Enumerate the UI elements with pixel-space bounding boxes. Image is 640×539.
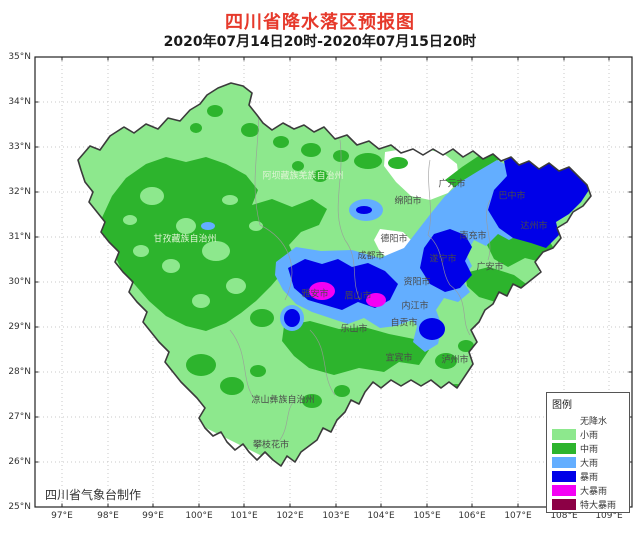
legend-swatch-extreme-rainstorm bbox=[552, 499, 576, 510]
lon-tick: 101°E bbox=[230, 511, 258, 521]
forecast-period: 2020年07月14日20时-2020年07月15日20时 bbox=[163, 34, 477, 50]
legend-swatch-heavy-rainstorm bbox=[552, 485, 576, 496]
light-rain-speckles bbox=[123, 187, 263, 308]
legend-row: 大雨 bbox=[552, 456, 629, 469]
lat-tick: 34°N bbox=[8, 97, 31, 107]
lon-tick: 107°E bbox=[504, 511, 532, 521]
legend-row: 暴雨 bbox=[552, 470, 629, 483]
legend-row: 中雨 bbox=[552, 442, 629, 455]
lat-tick: 28°N bbox=[8, 367, 31, 377]
legend-title: 图例 bbox=[552, 400, 572, 411]
legend-row: 小雨 bbox=[552, 428, 629, 441]
lat-tick: 27°N bbox=[8, 412, 31, 422]
lat-tick: 35°N bbox=[8, 52, 31, 62]
legend-swatch-moderate-rain bbox=[552, 443, 576, 454]
lon-tick: 103°E bbox=[322, 511, 350, 521]
legend-swatch-rainstorm bbox=[552, 471, 576, 482]
legend-label: 特大暴雨 bbox=[580, 501, 617, 511]
legend: 图例 无降水 小雨 中雨 大雨 暴雨 大暴雨 特大暴雨 bbox=[546, 392, 630, 513]
lon-tick: 98°E bbox=[97, 511, 119, 521]
lat-tick: 29°N bbox=[8, 322, 31, 332]
lat-tick: 25°N bbox=[8, 502, 31, 512]
legend-label: 小雨 bbox=[580, 431, 599, 441]
lon-tick: 100°E bbox=[185, 511, 213, 521]
lon-tick: 104°E bbox=[367, 511, 395, 521]
lon-tick: 106°E bbox=[458, 511, 486, 521]
legend-label: 中雨 bbox=[580, 445, 599, 455]
legend-swatch-light-rain bbox=[552, 429, 576, 440]
lat-tick: 32°N bbox=[8, 187, 31, 197]
legend-label: 大暴雨 bbox=[580, 487, 608, 497]
legend-label: 无降水 bbox=[580, 417, 608, 427]
attribution: 四川省气象台制作 bbox=[45, 488, 142, 502]
province-boundary bbox=[77, 82, 592, 467]
lat-tick: 26°N bbox=[8, 457, 31, 467]
lon-tick: 99°E bbox=[142, 511, 164, 521]
legend-row: 大暴雨 bbox=[552, 484, 629, 497]
heavy-rainstorm-areas bbox=[309, 282, 386, 307]
lat-tick: 31°N bbox=[8, 232, 31, 242]
legend-swatch-none bbox=[552, 415, 576, 426]
legend-row: 特大暴雨 bbox=[552, 498, 629, 511]
lon-tick: 109°E bbox=[595, 511, 623, 521]
legend-row: 无降水 bbox=[552, 414, 629, 427]
page-title: 四川省降水落区预报图 bbox=[225, 12, 415, 33]
lon-tick: 102°E bbox=[276, 511, 304, 521]
lon-tick: 108°E bbox=[550, 511, 578, 521]
legend-label: 大雨 bbox=[580, 459, 599, 469]
legend-swatch-heavy-rain bbox=[552, 457, 576, 468]
lon-tick: 105°E bbox=[413, 511, 441, 521]
lat-tick: 33°N bbox=[8, 142, 31, 152]
lon-tick: 97°E bbox=[51, 511, 73, 521]
legend-label: 暴雨 bbox=[580, 473, 599, 483]
plot-frame bbox=[34, 56, 633, 508]
lat-tick: 30°N bbox=[8, 277, 31, 287]
